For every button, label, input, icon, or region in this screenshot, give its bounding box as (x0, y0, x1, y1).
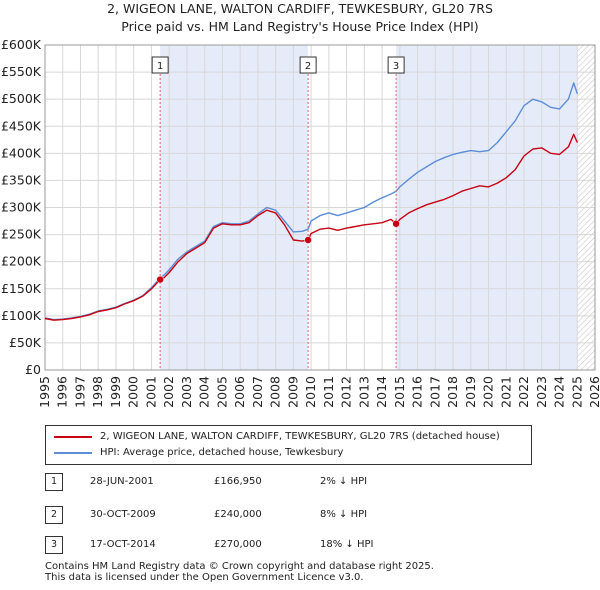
y-tick-label: £150K (1, 281, 42, 296)
x-tick-label: 2025 (569, 376, 584, 408)
x-tick-label: 2005 (214, 376, 229, 408)
x-tick-label: 2007 (250, 376, 265, 408)
y-tick-label: £0 (25, 362, 41, 377)
table-row: 2 30-OCT-2009 £240,000 8% ↓ HPI (45, 505, 585, 525)
plot-border (44, 44, 596, 371)
legend-swatch-hpi (54, 452, 92, 454)
x-tick-label: 2000 (126, 376, 141, 408)
y-tick-label: £350K (1, 172, 42, 187)
sale-date: 30-OCT-2009 (90, 509, 156, 520)
footer-licence: This data is licensed under the Open Gov… (45, 572, 364, 583)
x-tick-label: 2003 (179, 376, 194, 408)
price-chart: 2, WIGEON LANE, WALTON CARDIFF, TEWKESBU… (1, 1, 600, 408)
sale-marker-badge (299, 56, 317, 74)
sale-point (304, 236, 312, 244)
legend-label-hpi: HPI: Average price, detached house, Tewk… (100, 447, 344, 458)
x-tick-label: 2008 (268, 376, 283, 408)
sale-marker-label: 2 (305, 61, 311, 72)
x-tick-label: 2011 (321, 376, 336, 408)
table-row: 3 17-OCT-2014 £270,000 18% ↓ HPI (45, 535, 585, 555)
sale-price: £166,950 (214, 476, 262, 487)
sale-number-badge: 1 (45, 473, 63, 491)
sale-hpi-diff: 2% ↓ HPI (320, 476, 368, 487)
x-tick-label: 2006 (232, 376, 247, 408)
sale-point (156, 275, 164, 284)
y-tick-label: £100K (1, 308, 42, 323)
y-tick-label: £550K (1, 64, 42, 79)
x-tick-label: 2018 (445, 376, 460, 408)
sale-marker-label: 1 (157, 61, 163, 72)
footer: Contains HM Land Registry data © Crown c… (45, 561, 434, 583)
sale-date: 28-JUN-2001 (90, 476, 154, 487)
sale-price: £240,000 (214, 509, 262, 520)
chart-title: 2, WIGEON LANE, WALTON CARDIFF, TEWKESBU… (107, 1, 493, 16)
y-axis: £0 £50K £100K £150K £200K £250K £300K £350K £400… (1, 37, 42, 377)
y-tick-label: £400K (1, 145, 42, 160)
x-tick-label: 2016 (410, 376, 425, 408)
x-axis: 1995 1996 1997 1998 1999 2000 2001 2002 2003 2004… (37, 376, 600, 408)
sale-markers: 1 2 3 (151, 56, 405, 370)
sale-number-badge: 2 (45, 506, 63, 524)
x-tick-label: 1995 (37, 376, 52, 408)
y-tick-label: £200K (1, 254, 42, 269)
sale-hpi-diff: 8% ↓ HPI (320, 509, 368, 520)
sale-marker-badge (151, 56, 169, 74)
x-tick-label: 2002 (161, 376, 176, 408)
chart-subtitle: Price paid vs. HM Land Registry's House … (121, 19, 478, 34)
table-row: 1 28-JUN-2001 £166,950 2% ↓ HPI (45, 472, 585, 492)
x-tick-label: 2026 (587, 376, 600, 408)
x-tick-label: 2013 (356, 376, 371, 408)
y-tick-label: £50K (9, 335, 42, 350)
x-tick-label: 2012 (339, 376, 354, 408)
y-tick-label: £300K (1, 200, 42, 215)
x-tick-label: 2014 (374, 376, 389, 408)
property-price-line (44, 133, 578, 321)
y-tick-label: £600K (1, 37, 42, 52)
sale-number-badge: 3 (45, 536, 63, 554)
y-tick-label: £500K (1, 91, 42, 106)
grid-lines (44, 44, 596, 371)
series-lines (44, 82, 578, 321)
x-tick-label: 2001 (143, 376, 158, 408)
x-tick-label: 1998 (90, 376, 105, 408)
sale-marker-badge (387, 56, 405, 74)
x-tick-label: 2017 (427, 376, 442, 408)
x-tick-label: 1997 (72, 376, 87, 408)
x-tick-label: 2009 (285, 376, 300, 408)
x-tick-label: 2022 (516, 376, 531, 408)
x-tick-label: 2024 (552, 376, 567, 408)
y-tick-label: £450K (1, 118, 42, 133)
legend-swatch-property (54, 436, 92, 438)
x-tick-label: 1996 (55, 376, 70, 408)
x-tick-label: 2023 (534, 376, 549, 408)
sale-price: £270,000 (214, 539, 262, 550)
sale-date: 17-OCT-2014 (90, 539, 156, 550)
footer-copyright: Contains HM Land Registry data © Crown c… (45, 561, 434, 572)
sale-point (392, 220, 400, 228)
legend-label-property: 2, WIGEON LANE, WALTON CARDIFF, TEWKESBU… (100, 431, 500, 442)
x-tick-label: 2021 (498, 376, 513, 408)
x-tick-label: 2019 (463, 376, 478, 408)
x-tick-label: 2010 (303, 376, 318, 408)
sale-hpi-diff: 18% ↓ HPI (320, 539, 374, 550)
y-tick-label: £250K (1, 227, 42, 242)
x-tick-label: 2004 (197, 376, 212, 408)
x-tick-label: 2020 (481, 376, 496, 408)
sale-marker-label: 3 (393, 61, 399, 72)
x-tick-label: 1999 (108, 376, 123, 408)
legend: 2, WIGEON LANE, WALTON CARDIFF, TEWKESBU… (45, 425, 532, 465)
x-tick-label: 2015 (392, 376, 407, 408)
